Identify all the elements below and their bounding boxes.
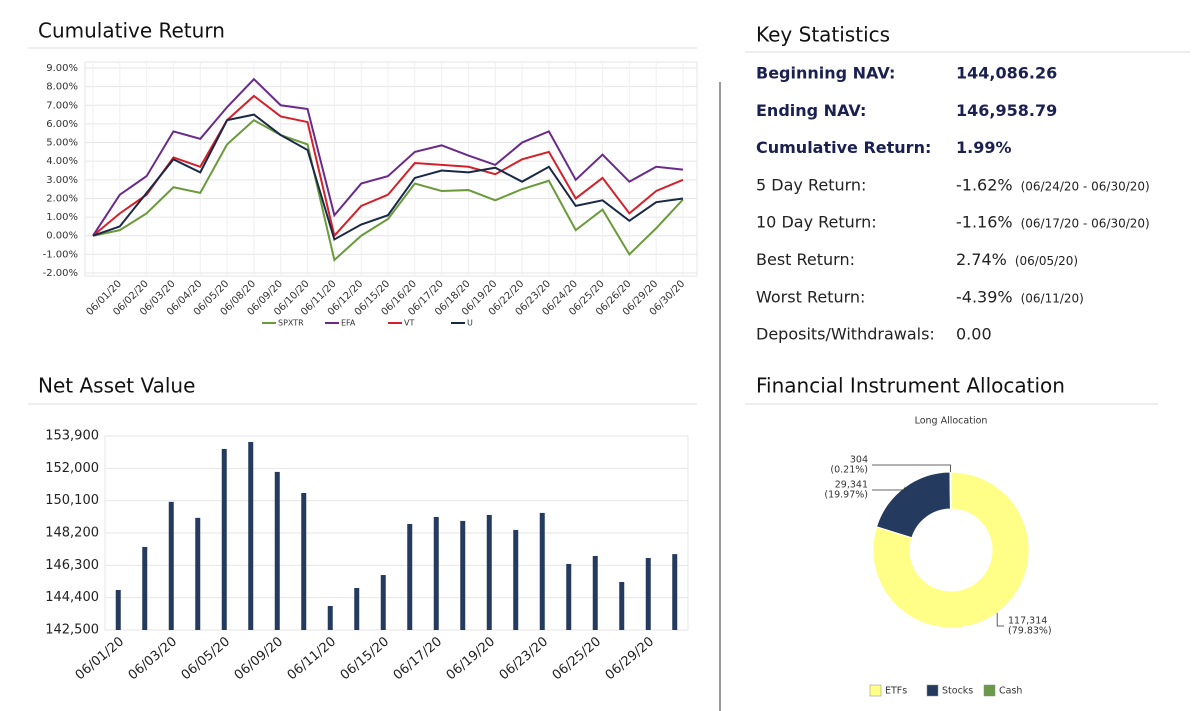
bar bbox=[168, 501, 174, 630]
pie-segment bbox=[949, 471, 952, 510]
stat-note: (06/17/20 - 06/30/20) bbox=[1021, 217, 1150, 231]
bar bbox=[248, 441, 254, 630]
plot-area bbox=[84, 61, 698, 277]
legend-label: Cash bbox=[999, 686, 1022, 697]
series-line bbox=[92, 118, 684, 262]
stat-value: -1.16% bbox=[956, 213, 1013, 232]
data-label: (0.21%) bbox=[830, 465, 868, 476]
stat-label: Beginning NAV: bbox=[756, 64, 895, 83]
y-tick-label: 9.00% bbox=[46, 63, 78, 74]
legend-label: Stocks bbox=[942, 686, 973, 697]
stat-value: -1.62% bbox=[956, 175, 1013, 194]
series-line bbox=[92, 94, 684, 238]
legend-swatch bbox=[926, 684, 939, 697]
stat-value: 144,086.26 bbox=[956, 64, 1057, 83]
y-tick-label: 152,000 bbox=[45, 461, 99, 476]
legend-swatch bbox=[983, 684, 996, 697]
bar bbox=[513, 529, 519, 630]
stat-label: 5 Day Return: bbox=[756, 175, 866, 194]
leader-line bbox=[996, 612, 1004, 627]
y-tick-label: 146,300 bbox=[45, 558, 99, 573]
bar bbox=[142, 546, 148, 630]
y-tick-label: 4.00% bbox=[46, 156, 78, 167]
y-tick-label: -2.00% bbox=[43, 268, 78, 279]
stat-note: (06/24/20 - 06/30/20) bbox=[1021, 179, 1150, 193]
bar bbox=[486, 514, 492, 630]
bar bbox=[327, 606, 333, 630]
bar bbox=[645, 558, 651, 630]
legend-label: ETFs bbox=[885, 686, 907, 697]
bar bbox=[619, 582, 625, 630]
data-label: (79.83%) bbox=[1008, 626, 1052, 637]
stat-value: 1.99% bbox=[956, 138, 1012, 157]
y-tick-label: 0.00% bbox=[46, 231, 78, 242]
y-tick-label: 3.00% bbox=[46, 175, 78, 186]
y-tick-label: 2.00% bbox=[46, 193, 78, 204]
y-tick-label: 150,100 bbox=[45, 493, 99, 508]
stat-value: 2.74% bbox=[956, 250, 1007, 269]
stat-label: Cumulative Return: bbox=[756, 138, 931, 157]
section-heading: Key Statistics bbox=[756, 23, 890, 47]
bar bbox=[221, 448, 227, 630]
y-tick-label: 8.00% bbox=[46, 82, 78, 93]
stat-label: Ending NAV: bbox=[756, 101, 866, 120]
bar bbox=[354, 587, 360, 630]
bar bbox=[274, 471, 280, 630]
bar bbox=[195, 517, 201, 630]
section-heading: Net Asset Value bbox=[38, 374, 195, 398]
y-tick-label: 142,500 bbox=[45, 623, 99, 638]
data-label: 304 bbox=[850, 455, 868, 466]
bar bbox=[566, 563, 572, 630]
stat-label: Worst Return: bbox=[756, 287, 865, 306]
legend-swatch bbox=[869, 684, 882, 697]
section-heading: Cumulative Return bbox=[38, 19, 225, 43]
pie-segment bbox=[872, 471, 1030, 629]
stat-label: 10 Day Return: bbox=[756, 213, 877, 232]
y-tick-label: 153,900 bbox=[45, 429, 99, 444]
section-heading: Financial Instrument Allocation bbox=[756, 374, 1065, 398]
chart-title: Long Allocation bbox=[915, 416, 988, 427]
series-line bbox=[92, 77, 684, 237]
y-tick-label: 1.00% bbox=[46, 212, 78, 223]
data-label: (19.97%) bbox=[824, 490, 868, 501]
bar bbox=[592, 555, 598, 630]
leader-line bbox=[872, 464, 951, 473]
y-tick-label: 148,200 bbox=[45, 526, 99, 541]
stat-value: 0.00 bbox=[956, 325, 992, 344]
bar bbox=[115, 590, 121, 630]
bar bbox=[672, 554, 678, 630]
stat-label: Best Return: bbox=[756, 250, 855, 269]
y-tick-label: 5.00% bbox=[46, 138, 78, 149]
bar bbox=[539, 512, 545, 630]
stat-note: (06/11/20) bbox=[1021, 291, 1084, 305]
stat-value: 146,958.79 bbox=[956, 101, 1057, 120]
stat-label: Deposits/Withdrawals: bbox=[756, 325, 935, 344]
bar bbox=[460, 520, 466, 630]
y-tick-label: 7.00% bbox=[46, 100, 78, 111]
y-tick-label: 6.00% bbox=[46, 119, 78, 130]
legend-label: EFA bbox=[341, 319, 356, 328]
stat-value: -4.39% bbox=[956, 287, 1013, 306]
stat-note: (06/05/20) bbox=[1015, 254, 1078, 268]
data-label: 29,341 bbox=[835, 480, 868, 491]
bar bbox=[433, 517, 439, 630]
legend-label: U bbox=[467, 319, 473, 328]
bar bbox=[380, 575, 386, 630]
y-tick-label: -1.00% bbox=[43, 249, 78, 260]
legend-label: SPXTR bbox=[278, 319, 304, 328]
legend-label: VT bbox=[404, 319, 414, 328]
leader-line bbox=[872, 487, 905, 491]
series-line bbox=[92, 113, 684, 241]
data-label: 117,314 bbox=[1008, 616, 1047, 627]
bar bbox=[301, 493, 307, 630]
bar bbox=[407, 523, 413, 630]
y-tick-label: 144,400 bbox=[45, 590, 99, 605]
